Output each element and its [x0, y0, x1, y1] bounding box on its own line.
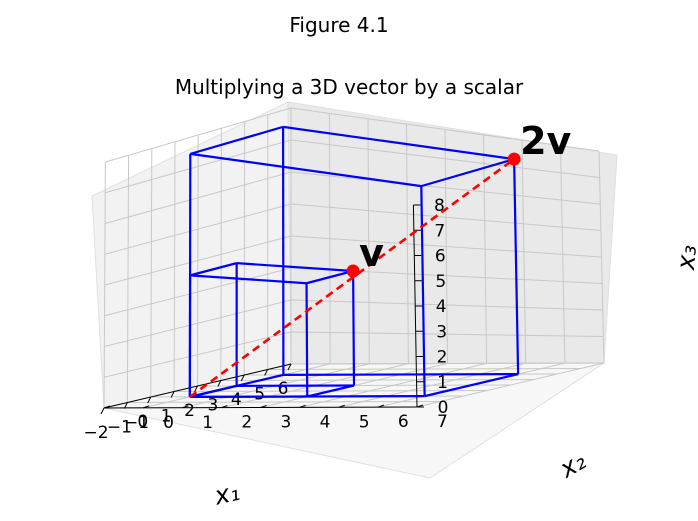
grid-line	[105, 139, 292, 194]
box-edge	[282, 125, 515, 161]
x-tick	[240, 374, 245, 382]
grid-line	[290, 203, 601, 231]
y-tick	[377, 404, 385, 408]
grid-line	[290, 107, 600, 152]
x-tick	[287, 363, 292, 371]
vector-point	[346, 264, 360, 278]
grid-line	[290, 235, 602, 258]
z-tick-label: 3	[436, 322, 447, 342]
grid-line	[290, 299, 603, 311]
x-tick	[170, 391, 175, 398]
box-edge	[189, 395, 425, 398]
x-tick	[264, 369, 269, 376]
y-tick	[182, 405, 189, 409]
box-edge	[424, 373, 519, 398]
x-tick-label: 4	[231, 390, 242, 410]
grid-line	[104, 203, 292, 255]
x-tick	[147, 396, 152, 404]
x-tick-label: −1	[107, 418, 132, 438]
grid-line	[290, 331, 604, 337]
z-tick-label: 0	[438, 398, 449, 418]
x-tick	[100, 407, 105, 415]
grid-line	[104, 171, 292, 224]
x-tick	[123, 402, 128, 409]
vector-point-label: 2v	[520, 119, 571, 163]
figure-suptitle: Figure 4.1	[289, 13, 388, 37]
vector-points: v 2v	[346, 119, 572, 278]
box-edge	[352, 270, 356, 386]
grid-line	[290, 139, 600, 178]
x-tick-label: 1	[161, 407, 172, 427]
y-axis-label: x₂	[554, 446, 591, 484]
y-tick	[299, 404, 306, 408]
z-tick-label: 5	[435, 272, 446, 292]
y-tick-label: 1	[202, 413, 213, 433]
box-edge	[236, 262, 354, 273]
grid-line	[104, 331, 292, 378]
chart-title: Multiplying a 3D vector by a scalar	[175, 75, 524, 99]
box-edge	[283, 373, 519, 376]
grid-line	[416, 362, 605, 408]
grid-line	[338, 362, 526, 408]
x-tick-label: 3	[207, 396, 218, 416]
box-edge	[189, 373, 284, 398]
x-axis-label: x₁	[211, 477, 243, 511]
grid-line	[104, 235, 292, 286]
z-tick-label: 2	[437, 348, 448, 368]
vector-point	[507, 152, 521, 166]
grid-line	[104, 299, 292, 347]
grid-line	[104, 267, 292, 317]
y-tick-label: −1	[124, 413, 149, 433]
z-tick-label: 8	[434, 196, 445, 216]
box-edge	[420, 186, 426, 397]
z-tick-label: 4	[436, 297, 447, 317]
x-tick-label: 5	[254, 385, 265, 405]
y-tick	[338, 404, 345, 408]
y-tick-label: 2	[241, 413, 252, 433]
y-tick	[103, 405, 111, 409]
pane-x-wall	[91, 101, 292, 409]
grid-line	[299, 362, 487, 408]
box-edge	[513, 159, 520, 375]
y-tick-label: 6	[398, 412, 409, 432]
x-tick	[194, 385, 198, 393]
box-edge	[420, 158, 515, 188]
y-tick-label: 4	[320, 412, 331, 432]
box-edge	[189, 262, 237, 277]
y-tick-label: 7	[437, 412, 448, 432]
box-edge	[306, 384, 355, 398]
grid-line	[105, 107, 292, 163]
x-tick-label: 2	[184, 401, 195, 421]
box-edge	[305, 283, 309, 397]
y-tick	[142, 405, 150, 409]
x-tick-label: −2	[83, 423, 108, 443]
x-tick-label: 0	[137, 412, 148, 432]
y-tick-label: 5	[359, 412, 370, 432]
wireframe-boxes	[188, 125, 520, 398]
scalar-line	[189, 158, 515, 398]
z-tick-label: 7	[434, 221, 445, 241]
scalar-multiple-line	[189, 158, 515, 398]
y-tick	[260, 405, 267, 408]
box-edge	[190, 274, 307, 285]
z-tick-label: 6	[435, 247, 446, 267]
y-tick	[221, 405, 228, 409]
vector-point-label: v	[359, 231, 384, 275]
box-edge	[190, 152, 422, 188]
grid-line	[290, 362, 605, 365]
z-axis-label: x₃	[671, 244, 698, 272]
y-tick-label: 0	[163, 413, 174, 433]
y-tick-label: 3	[281, 413, 292, 433]
box-edge	[189, 125, 284, 155]
z-tick-label: 1	[437, 373, 448, 393]
x-tick	[217, 380, 222, 387]
x-tick-label: 6	[278, 379, 289, 399]
grid-line	[290, 171, 601, 205]
box-edge	[306, 269, 354, 285]
